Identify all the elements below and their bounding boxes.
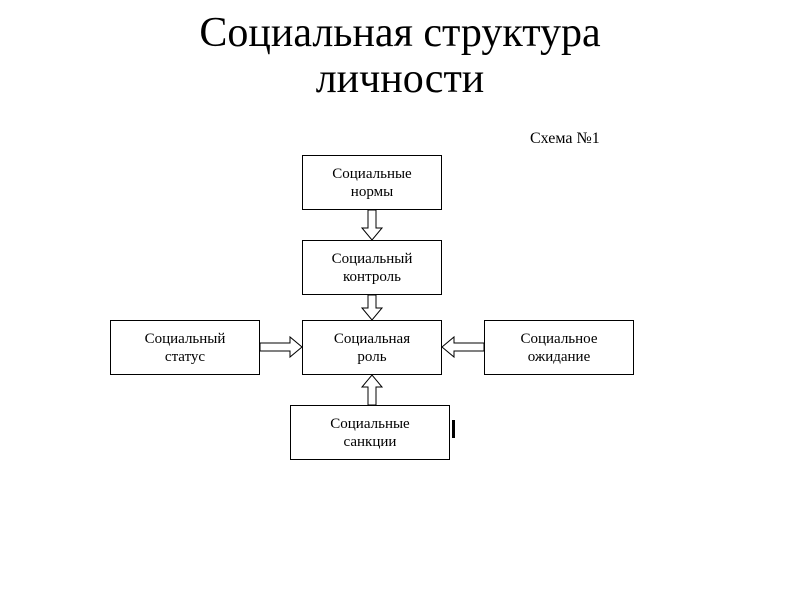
arrow-sanction-to-role bbox=[362, 375, 382, 405]
arrow-control-to-role bbox=[362, 295, 382, 320]
arrow-expect-to-role bbox=[442, 337, 484, 357]
arrow-norms-to-control bbox=[362, 210, 382, 240]
arrow-status-to-role bbox=[260, 337, 302, 357]
stray-mark bbox=[452, 420, 455, 438]
arrows-layer bbox=[0, 0, 800, 600]
